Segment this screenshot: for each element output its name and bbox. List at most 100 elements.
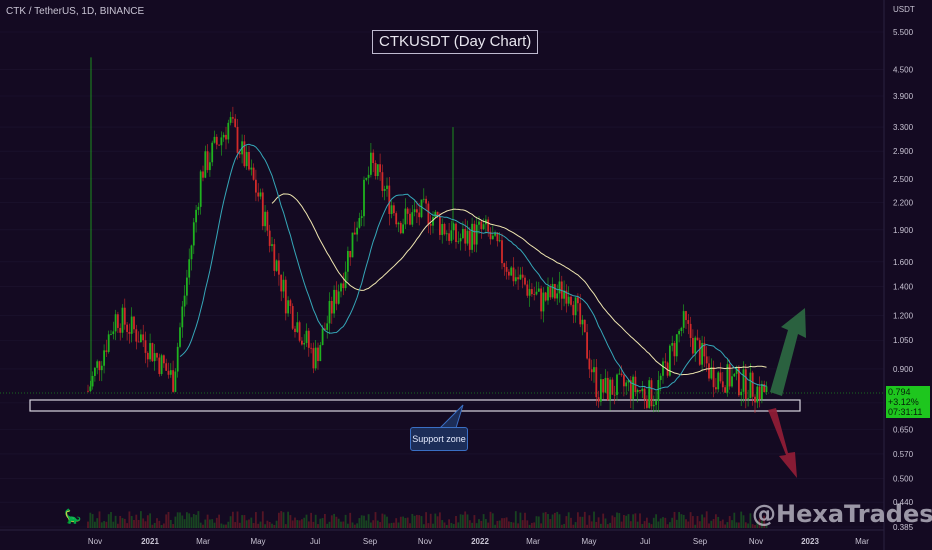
x-tick-label: Nov <box>418 537 432 546</box>
candle-body <box>443 223 446 235</box>
candle-body <box>448 233 450 241</box>
volume-bar <box>611 515 614 528</box>
down-arrow <box>768 408 797 478</box>
candle-body <box>616 374 618 396</box>
candle-body <box>678 330 680 335</box>
volume-bar <box>455 516 457 528</box>
candle-body <box>278 260 280 275</box>
candle-body <box>696 337 699 341</box>
candle-body <box>602 379 605 393</box>
volume-bar <box>206 514 209 528</box>
volume-bar <box>754 524 756 528</box>
volume-bar <box>204 519 207 528</box>
volume-bar <box>604 518 607 528</box>
candle-body <box>671 343 674 346</box>
volume-bar <box>606 524 609 528</box>
candle-body <box>765 386 768 393</box>
candle-body <box>581 319 584 325</box>
candle-body <box>450 230 453 241</box>
tradingview-logo-icon[interactable]: 🦕 <box>64 508 82 524</box>
volume-bar <box>521 520 524 528</box>
y-axis: USDT 5.500 4.500 3.900 3.300 2.900 2.500 2.200 1… <box>883 0 915 550</box>
candle-body <box>386 185 388 189</box>
candle-body <box>510 267 513 276</box>
candle-body <box>229 117 232 123</box>
volume-bar <box>478 519 480 528</box>
volume-bar <box>636 521 639 528</box>
volume-bar <box>165 514 168 528</box>
candle-body <box>374 163 377 177</box>
candle-body <box>724 387 726 393</box>
candle-body <box>158 357 161 375</box>
candle-body <box>413 209 416 213</box>
candle-body <box>367 174 370 178</box>
y-tick-label: 3.900 <box>893 92 914 101</box>
candle-body <box>655 401 657 405</box>
volume-bar <box>379 522 381 528</box>
candle-body <box>459 238 462 242</box>
candle-body <box>89 386 92 392</box>
candle-body <box>255 179 257 193</box>
candle-body <box>298 322 301 341</box>
volume-bar <box>319 518 322 528</box>
candle-body <box>411 212 414 225</box>
volume-bar <box>280 511 283 528</box>
candle-body <box>261 192 264 227</box>
volume-bar <box>712 519 715 528</box>
volume-bar <box>416 514 418 528</box>
candle-body <box>337 291 340 304</box>
volume-bar <box>395 518 398 528</box>
volume-bar <box>169 519 172 528</box>
candle-body <box>701 342 703 365</box>
volume-bar <box>202 524 204 528</box>
volume-bar <box>703 517 706 528</box>
candle-body <box>629 380 632 399</box>
candle-body <box>625 382 628 387</box>
volume-bar <box>761 520 763 528</box>
volume-bar <box>289 515 292 528</box>
volume-bar <box>291 520 294 528</box>
candle-body <box>330 300 333 314</box>
volume-bar <box>512 522 515 528</box>
volume-bar <box>91 514 94 528</box>
volume-bar <box>259 521 262 528</box>
candle-body <box>501 240 503 264</box>
candle-body <box>717 372 720 390</box>
volume-bar <box>650 524 653 528</box>
candle-body <box>427 203 430 225</box>
volume-bar <box>602 513 605 528</box>
volume-bar <box>94 521 96 528</box>
candle-body <box>271 244 273 246</box>
volume-bar <box>627 514 630 528</box>
candle-body <box>416 209 418 213</box>
volume-bar <box>103 521 105 528</box>
candle-body <box>96 361 99 368</box>
candle-body <box>172 370 174 392</box>
volume-bar <box>471 522 473 528</box>
volume-bar <box>572 524 575 528</box>
volume-bar <box>347 523 349 528</box>
volume-bar <box>232 511 234 528</box>
candle-body <box>593 367 595 373</box>
volume-bar <box>360 515 363 528</box>
volume-bar <box>531 522 533 528</box>
volume-bar <box>271 523 273 528</box>
volume-bar <box>89 512 92 528</box>
volume-bar <box>535 516 538 528</box>
candle-body <box>742 369 745 392</box>
volume-bar <box>330 515 333 528</box>
volume-bar <box>96 518 99 528</box>
volume-bar <box>222 524 225 528</box>
candle-body <box>577 297 579 304</box>
candles <box>87 57 768 413</box>
volume-bar <box>236 511 239 528</box>
x-axis: Nov 2021 Mar May Jul Sep Nov 2022 Mar May Jul Sep No… <box>0 529 884 546</box>
volume-bar <box>450 522 453 528</box>
volume-bar <box>528 524 531 528</box>
volume-bar <box>570 517 572 528</box>
volume-bar <box>163 523 165 528</box>
candle-body <box>503 263 506 268</box>
volume-bar <box>156 518 158 528</box>
volume-bar <box>252 523 255 528</box>
candle-body <box>731 376 733 387</box>
